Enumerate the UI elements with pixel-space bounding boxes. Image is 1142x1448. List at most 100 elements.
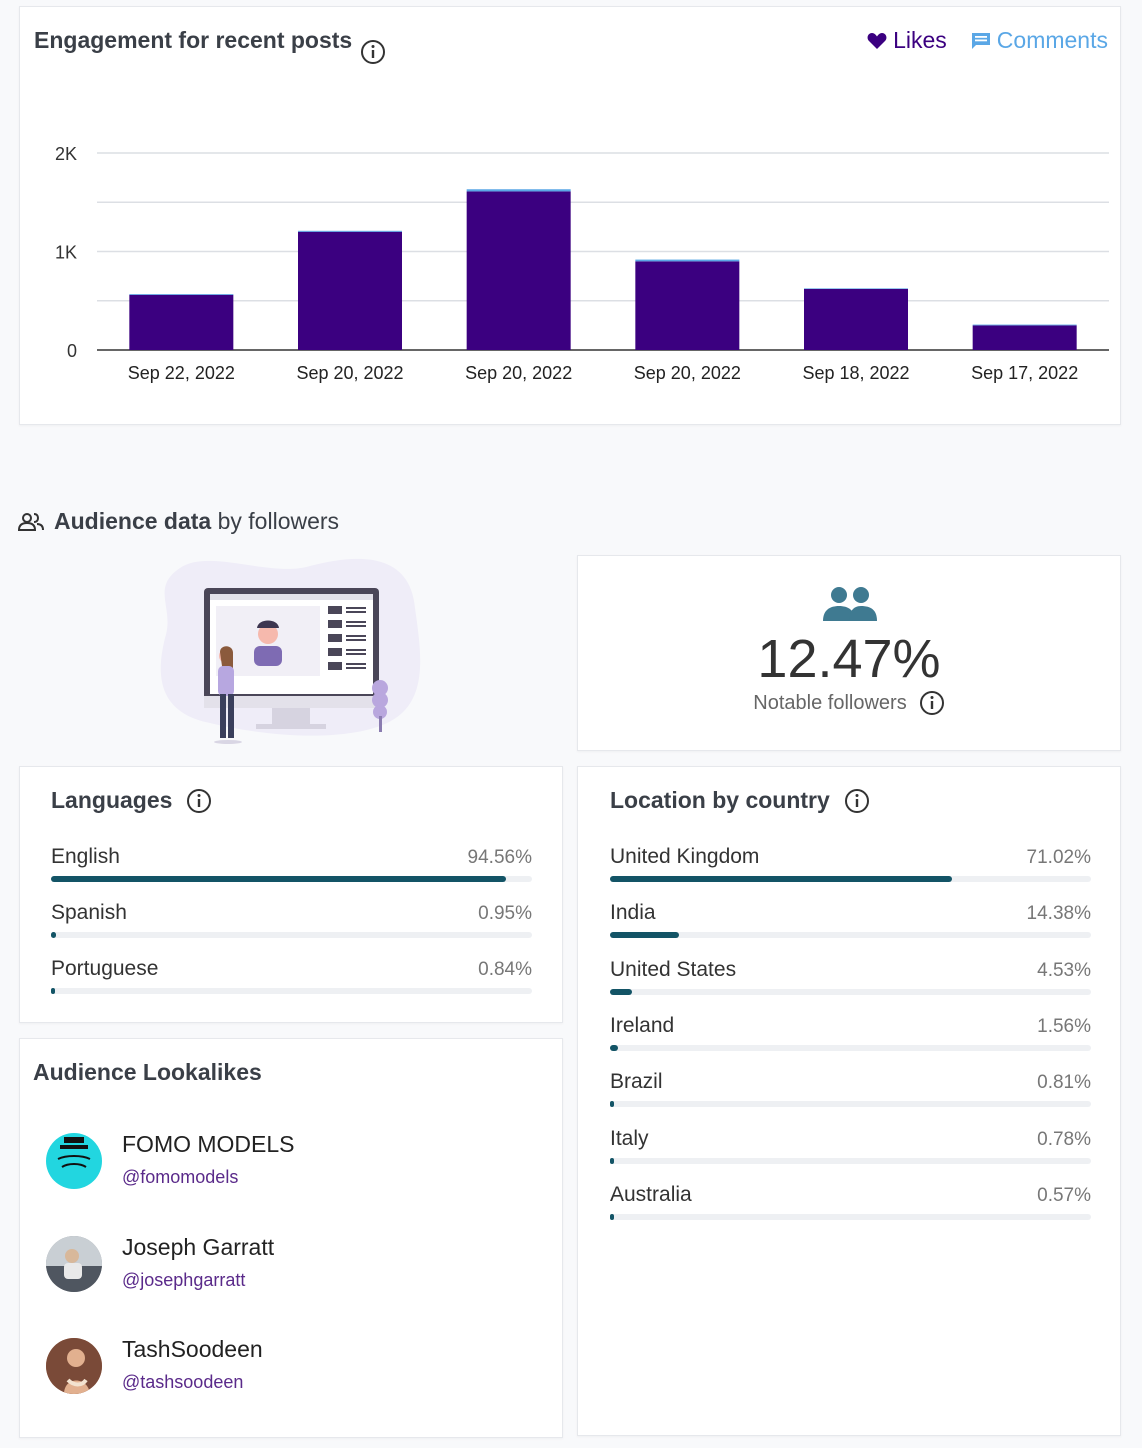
avatar-image (46, 1236, 102, 1292)
language-bar-fill (51, 988, 56, 994)
heart-icon (867, 32, 887, 49)
language-percent: 0.95% (478, 903, 532, 924)
location-title-text: Location by country (610, 787, 830, 813)
comment-icon (971, 32, 990, 49)
country-bar-track (610, 1101, 1091, 1108)
bar-likes (466, 191, 571, 350)
country-row: United States 4.53% (610, 958, 1091, 998)
country-bar-track (610, 1044, 1091, 1051)
country-label: Italy (610, 1126, 649, 1150)
engagement-title-text: Engagement for recent posts (34, 27, 353, 53)
audience-illustration (160, 558, 421, 744)
audience-heading-rest: by followers (217, 508, 340, 534)
info-icon[interactable] (919, 690, 945, 716)
language-bar-fill (51, 876, 506, 882)
language-row: Spanish 0.95% (51, 901, 532, 941)
country-row: United Kingdom 71.02% (610, 845, 1091, 885)
language-bar-track (51, 988, 532, 994)
language-bar-track (51, 876, 532, 882)
x-tick-label: Sep 17, 2022 (971, 363, 1078, 383)
group-icon (823, 587, 877, 621)
country-percent: 0.78% (1037, 1128, 1091, 1150)
country-bar-track (610, 1157, 1091, 1164)
language-percent: 0.84% (478, 959, 532, 980)
country-bar-track (610, 1213, 1091, 1220)
x-tick-label: Sep 20, 2022 (634, 363, 741, 383)
language-bar-track (51, 932, 532, 938)
legend-comments-label: Comments (996, 27, 1108, 53)
bar-likes (298, 231, 402, 350)
country-bar-track (610, 932, 1091, 939)
country-bar-fill (610, 876, 952, 882)
country-label: Ireland (610, 1013, 675, 1037)
country-bar-fill (610, 1157, 614, 1164)
people-icon (18, 512, 44, 531)
avatar-image (46, 1338, 102, 1394)
country-row: Australia 0.57% (610, 1183, 1091, 1223)
country-bar-track (610, 876, 1091, 882)
avatar-image (57, 1137, 91, 1168)
notable-followers-label-row: Notable followers (578, 690, 1120, 716)
bar-comments (804, 288, 908, 289)
engagement-card: 0 1K 2K Sep 22, 2022 Sep 20, 2022 Sep 20, 202… (19, 6, 1121, 425)
x-tick-label: Sep 22, 2022 (128, 363, 235, 383)
avatar[interactable] (46, 1338, 102, 1394)
legend-likes[interactable]: Likes (867, 27, 947, 54)
bar-comments (972, 324, 1077, 326)
bar-likes (129, 294, 234, 350)
lookalike-handle[interactable]: @tashsoodeen (122, 1372, 244, 1392)
x-tick-label: Sep 20, 2022 (465, 363, 572, 383)
notable-followers-label: Notable followers (753, 691, 907, 714)
avatar[interactable] (46, 1133, 102, 1189)
country-label: India (610, 901, 656, 925)
languages-title-text: Languages (51, 787, 173, 813)
lookalike-handle[interactable]: @josephgarratt (122, 1270, 246, 1290)
country-row: Italy 0.78% (610, 1127, 1091, 1167)
language-row: English 94.56% (51, 845, 532, 885)
bar-comments (129, 294, 234, 295)
engagement-chart: 0 1K 2K Sep 22, 2022 Sep 20, 2022 Sep 20, 202… (55, 144, 1109, 383)
country-percent: 4.53% (1037, 959, 1091, 981)
chart-legend: Likes Comments (867, 27, 1108, 54)
notable-followers-card: 12.47% Notable followers (577, 555, 1121, 751)
info-icon[interactable] (186, 788, 212, 814)
country-percent: 0.57% (1037, 1184, 1091, 1206)
country-label: United Kingdom (610, 845, 760, 868)
country-label: Australia (610, 1182, 692, 1206)
audience-heading: Audience data by followers (18, 508, 339, 535)
country-bar-track (610, 988, 1091, 995)
bar-comments (466, 189, 571, 192)
y-tick-label: 1K (55, 243, 77, 263)
country-bar-fill (610, 932, 680, 939)
country-percent: 14.38% (1026, 903, 1091, 925)
notable-followers-value: 12.47% (757, 629, 941, 689)
country-label: United States (610, 957, 737, 981)
country-row: Brazil 0.81% (610, 1070, 1091, 1110)
bar-comments (635, 259, 740, 262)
country-bar-fill (610, 1044, 618, 1051)
x-tick-label: Sep 20, 2022 (296, 363, 403, 383)
legend-likes-label: Likes (893, 27, 947, 53)
language-label: Portuguese (51, 957, 159, 980)
lookalike-name[interactable]: TashSoodeen (122, 1336, 263, 1362)
country-bar-fill (610, 988, 632, 995)
bar-likes (635, 261, 740, 350)
language-percent: 94.56% (467, 847, 532, 868)
engagement-title: Engagement for recent posts (34, 27, 385, 64)
country-percent: 71.02% (1026, 847, 1091, 868)
legend-comments[interactable]: Comments (971, 27, 1108, 54)
lookalike-name[interactable]: Joseph Garratt (122, 1234, 275, 1260)
lookalikes-title: Audience Lookalikes (33, 1059, 262, 1085)
y-tick-label: 0 (67, 341, 77, 361)
language-bar-fill (51, 932, 56, 938)
lookalike-handle[interactable]: @fomomodels (122, 1167, 239, 1187)
language-label: Spanish (51, 901, 127, 924)
info-icon[interactable] (844, 788, 870, 814)
lookalike-name[interactable]: FOMO MODELS (122, 1131, 295, 1157)
languages-card: Languages English 94.56% Spanish 0.95% Portu… (19, 766, 563, 1023)
info-icon[interactable] (360, 39, 386, 65)
country-bar-fill (610, 1101, 614, 1108)
location-by-country-card: Location by country United Kingdom 71.02%… (577, 766, 1121, 1436)
bar-comments (298, 230, 402, 232)
avatar[interactable] (46, 1236, 102, 1292)
